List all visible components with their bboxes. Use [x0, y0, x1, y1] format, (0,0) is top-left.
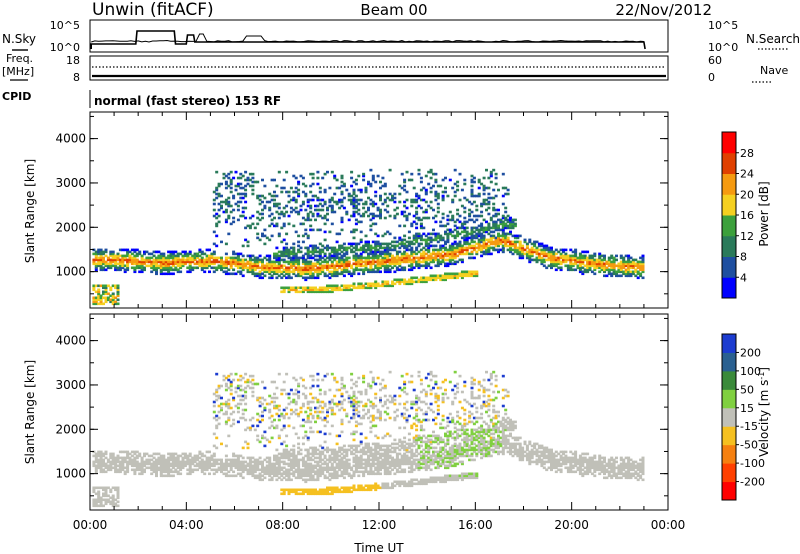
power-ylabel: Slant Range [km]: [23, 159, 37, 263]
noise-tick-right-bottom: 10^0: [708, 41, 738, 54]
noise-search-trace: [91, 33, 644, 43]
x-tick-label: 12:00: [362, 518, 397, 532]
noise-strip: N.Sky 10^5 10^0 10^5 10^0 N.Search: [2, 19, 800, 54]
power-panel: 4000 3000 2000 1000 Slant Range [km] 28 24 20…: [23, 111, 771, 309]
x-tick-label: 20:00: [554, 518, 589, 532]
colorbar-swatch: [722, 256, 736, 278]
nave-label: Nave: [760, 64, 788, 77]
nsearch-label: N.Search: [746, 32, 800, 46]
nave-tick-bottom: 0: [708, 71, 715, 84]
y-tick-label: 3000: [55, 378, 86, 392]
beam-title: Beam 00: [360, 1, 427, 19]
freq-strip: Freq. [MHz] 18 8 60 0 Nave: [2, 52, 788, 84]
colorbar-tick-label: 200: [740, 346, 761, 359]
colorbar-swatch: [722, 426, 736, 446]
y-tick-label: 1000: [55, 265, 86, 279]
colorbar-swatch: [722, 277, 736, 299]
colorbar-swatch: [722, 444, 736, 464]
x-tick-label: 04:00: [169, 518, 204, 532]
freq-unit: [MHz]: [2, 65, 34, 78]
colorbar-swatch: [722, 407, 736, 427]
velocity-heatmap-cells: [92, 370, 645, 508]
colorbar-tick-label: 100: [740, 365, 761, 378]
colorbar-swatch: [722, 152, 736, 174]
station-title: Unwin (fitACF): [92, 0, 214, 20]
x-tick-label: 00:00: [73, 518, 108, 532]
cpid-label: CPID: [2, 90, 31, 103]
velocity-panel: 4000 3000 2000 1000 Slant Range [km] 200 100…: [23, 313, 771, 511]
freq-tick-top: 18: [66, 54, 80, 67]
colorbar-tick-label: 20: [740, 188, 754, 201]
nave-tick-top: 60: [708, 54, 722, 67]
y-tick-label: 1000: [55, 467, 86, 481]
colorbar-tick-label: 24: [740, 168, 754, 181]
velocity-colorbar: 200 100 50 15 -15 -50 -100 -200: [721, 333, 765, 501]
colorbar-tick-label: 28: [740, 147, 754, 160]
velocity-ylabel: Slant Range [km]: [23, 360, 37, 464]
colorbar-tick-label: 15: [740, 402, 754, 415]
colorbar-swatch: [722, 215, 736, 237]
colorbar-swatch: [722, 370, 736, 390]
cpid-text: normal (fast stereo) 153 RF: [94, 94, 281, 108]
y-tick-label: 3000: [55, 176, 86, 190]
nsky-label: N.Sky: [2, 32, 36, 46]
y-tick-label: 2000: [55, 220, 86, 234]
colorbar-tick-label: -50: [740, 439, 758, 452]
x-tick-label: 16:00: [458, 518, 493, 532]
colorbar-tick-label: 8: [740, 251, 747, 264]
colorbar-tick-label: 50: [740, 383, 754, 396]
colorbar-swatch: [722, 463, 736, 483]
colorbar-swatch: [722, 481, 736, 501]
x-tick-labels: 00:00 04:00 08:00 12:00 16:00 20:00 00:00: [73, 518, 686, 532]
colorbar-tick-label: -15: [740, 420, 758, 433]
power-axes: 4000 3000 2000 1000: [55, 112, 669, 308]
freq-label: Freq.: [6, 52, 33, 65]
colorbar-swatch: [722, 389, 736, 409]
cpid-row: CPID normal (fast stereo) 153 RF: [2, 90, 281, 108]
colorbar-swatch: [722, 235, 736, 257]
colorbar-tick-label: 12: [740, 230, 754, 243]
x-tick-label: 08:00: [265, 518, 300, 532]
colorbar-swatch: [722, 334, 736, 353]
freq-tick-bottom: 8: [73, 71, 80, 84]
colorbar-swatch: [722, 132, 736, 154]
power-heatmap-cells: [92, 168, 645, 306]
noise-tick-left-bottom: 10^0: [50, 41, 80, 54]
colorbar-swatch: [722, 194, 736, 216]
colorbar-swatch: [722, 173, 736, 195]
colorbar-tick-label: 16: [740, 209, 754, 222]
power-colorbar: 28 24 20 16 12 8 4: [721, 131, 754, 299]
colorbar-swatch: [722, 352, 736, 372]
velocity-colorbar-label: Velocity [m s-1]: [757, 367, 771, 457]
x-tick-label: 00:00: [651, 518, 686, 532]
noise-tick-right-top: 10^5: [708, 19, 738, 32]
colorbar-tick-label: -100: [740, 457, 765, 470]
date-title: 22/Nov/2012: [615, 1, 712, 19]
power-colorbar-label: Power [dB]: [757, 181, 771, 246]
x-axis-label: Time UT: [353, 541, 404, 554]
noise-sky-trace: [90, 30, 646, 50]
y-tick-label: 4000: [55, 132, 86, 146]
y-tick-label: 4000: [55, 334, 86, 348]
y-tick-label: 2000: [55, 422, 86, 436]
colorbar-tick-label: 4: [740, 271, 747, 284]
colorbar-tick-label: -200: [740, 476, 765, 489]
velocity-axes: 4000 3000 2000 1000: [55, 314, 669, 510]
noise-tick-left-top: 10^5: [50, 19, 80, 32]
